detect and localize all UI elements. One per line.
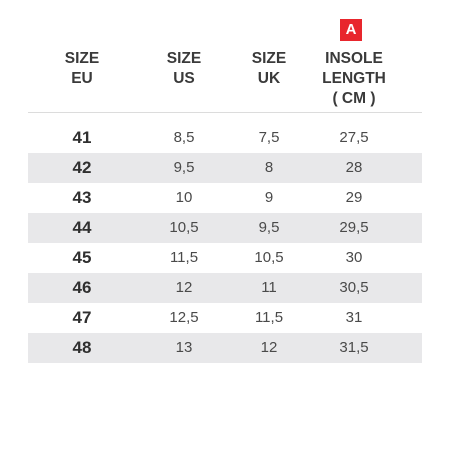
cell-size-eu: 46	[72, 278, 92, 297]
cell-size-us: 10,5	[169, 219, 199, 236]
table-row: 42 9,5 8 28	[28, 153, 422, 183]
table-row: 47 12,5 11,5 31	[28, 303, 422, 333]
header-size-us: SIZE US	[166, 50, 202, 87]
table-row: 44 10,5 9,5 29,5	[28, 213, 422, 243]
cell-insole-length: 29,5	[339, 219, 369, 236]
cell-insole-length: 31	[345, 309, 363, 326]
cell-size-eu: 47	[72, 308, 92, 327]
cell-size-us: 13	[175, 339, 193, 356]
cell-size-eu: 45	[72, 248, 92, 267]
measurement-a-badge: A	[340, 19, 362, 41]
table-row: 41 8,5 7,5 27,5	[28, 123, 422, 153]
cell-size-us: 10	[175, 189, 193, 206]
cell-size-eu: 42	[72, 158, 92, 177]
cell-size-eu: 41	[72, 128, 92, 147]
header-insole-length: INSOLE LENGTH ( CM )	[322, 50, 386, 107]
table-row: 43 10 9 29	[28, 183, 422, 213]
table-header: SIZE EU SIZE US SIZE UK A INSOLE LENGTH …	[28, 0, 422, 113]
table-row: 45 11,5 10,5 30	[28, 243, 422, 273]
cell-size-uk: 11,5	[254, 309, 284, 326]
cell-size-eu: 48	[72, 338, 92, 357]
table-row: 46 12 11 30,5	[28, 273, 422, 303]
cell-insole-length: 30,5	[339, 279, 369, 296]
cell-size-uk: 12	[260, 339, 278, 356]
header-size-eu: SIZE EU	[64, 50, 100, 87]
cell-insole-length: 29	[345, 189, 363, 206]
cell-size-us: 9,5	[173, 159, 195, 176]
cell-size-uk: 9	[264, 189, 274, 206]
cell-size-eu: 43	[72, 188, 92, 207]
cell-insole-length: 28	[345, 159, 363, 176]
cell-size-uk: 10,5	[254, 249, 284, 266]
cell-size-uk: 11	[261, 279, 277, 296]
cell-size-uk: 8	[264, 159, 274, 176]
header-size-uk: SIZE UK	[251, 50, 287, 87]
cell-size-us: 11,5	[169, 249, 199, 266]
cell-insole-length: 27,5	[339, 129, 369, 146]
cell-size-uk: 9,5	[258, 219, 280, 236]
size-chart-table: SIZE EU SIZE US SIZE UK A INSOLE LENGTH …	[28, 0, 422, 363]
cell-size-us: 12	[175, 279, 193, 296]
cell-size-us: 8,5	[173, 129, 195, 146]
cell-size-us: 12,5	[169, 309, 199, 326]
cell-insole-length: 31,5	[339, 339, 369, 356]
table-body: 41 8,5 7,5 27,5 42 9,5 8 28 43 10 9 29 4…	[28, 123, 422, 363]
cell-size-eu: 44	[72, 218, 92, 237]
cell-size-uk: 7,5	[258, 129, 280, 146]
table-row: 48 13 12 31,5	[28, 333, 422, 363]
cell-insole-length: 30	[345, 249, 363, 266]
